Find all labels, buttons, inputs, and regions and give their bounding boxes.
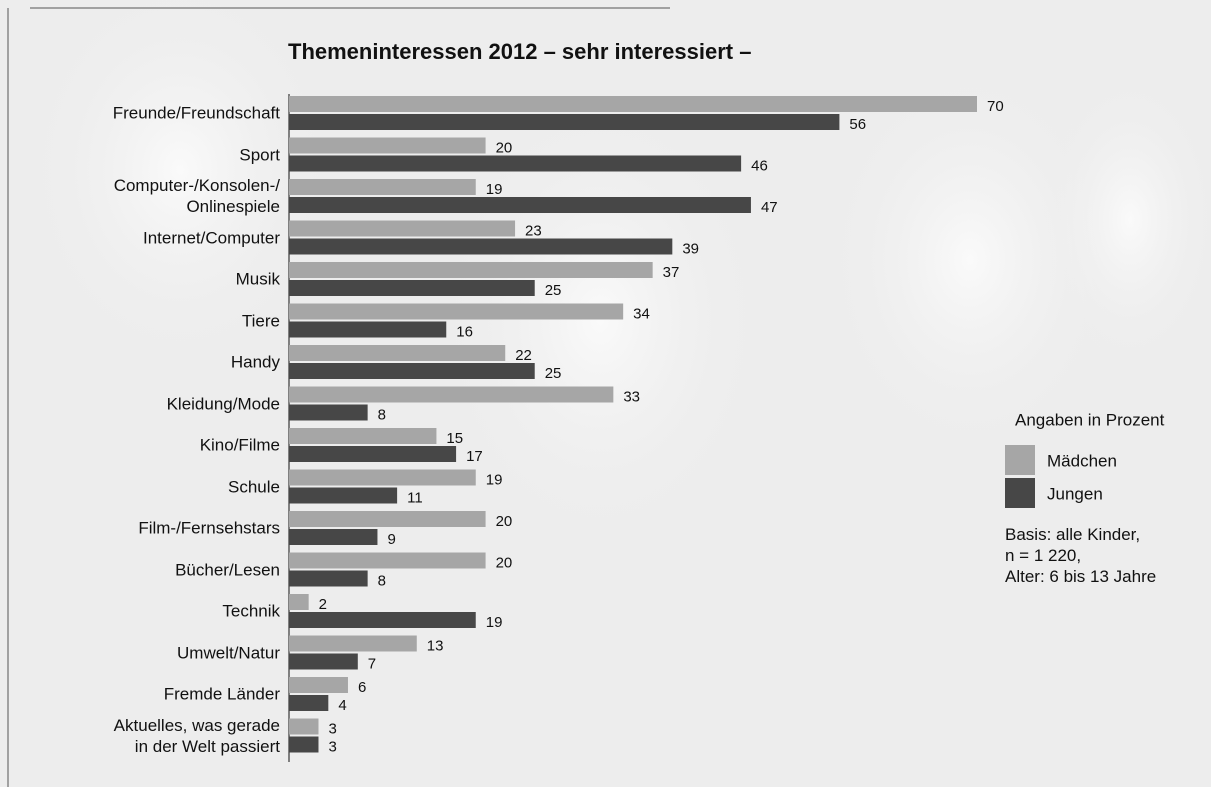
value-label: 70 xyxy=(987,98,1004,115)
value-label: 20 xyxy=(496,513,513,530)
value-label: 17 xyxy=(466,448,483,465)
bar xyxy=(289,718,319,735)
value-label: 2 xyxy=(319,596,327,613)
bar xyxy=(289,363,535,379)
value-label: 8 xyxy=(378,406,386,423)
bar xyxy=(289,736,319,753)
category-label: Computer-/Konsolen-/ Onlinespiele xyxy=(113,176,280,216)
bar xyxy=(289,386,614,403)
bar xyxy=(289,114,840,130)
bar xyxy=(289,321,447,338)
bar xyxy=(289,570,368,587)
bar xyxy=(289,469,476,486)
bar xyxy=(289,635,417,652)
category-label: Fremde Länder xyxy=(163,684,280,704)
value-label: 4 xyxy=(338,697,346,714)
value-label: 23 xyxy=(525,222,542,239)
legend-title: Angaben in Prozent xyxy=(1015,410,1165,429)
bar xyxy=(289,197,751,213)
value-label: 47 xyxy=(761,199,778,216)
chart-title: Themeninteressen 2012 – sehr interessier… xyxy=(288,39,751,64)
value-label: 34 xyxy=(633,305,650,322)
legend-label: Jungen xyxy=(1047,484,1103,503)
photo-shape xyxy=(1040,70,1211,370)
legend-label: Mädchen xyxy=(1047,451,1117,470)
value-label: 11 xyxy=(407,489,423,506)
value-label: 3 xyxy=(328,720,336,737)
value-label: 13 xyxy=(427,637,444,654)
value-label: 9 xyxy=(387,531,395,548)
bar xyxy=(289,220,516,237)
photo-shape xyxy=(20,0,340,370)
category-label: Kleidung/Mode xyxy=(166,394,280,413)
bar xyxy=(289,446,457,462)
bar xyxy=(289,280,535,296)
value-label: 25 xyxy=(545,282,562,299)
bar xyxy=(289,137,486,154)
value-label: 37 xyxy=(663,264,680,281)
bar xyxy=(289,653,358,670)
bar xyxy=(289,262,653,278)
bar xyxy=(289,238,673,255)
bar xyxy=(289,677,348,693)
note: Basis: alle Kinder, n = 1 220, Alter: 6 … xyxy=(1005,525,1157,586)
legend-swatch xyxy=(1005,445,1035,475)
category-label: Umwelt/Natur xyxy=(177,643,280,662)
category-label: Handy xyxy=(230,352,280,372)
value-label: 7 xyxy=(368,655,376,672)
value-label: 39 xyxy=(682,240,699,257)
bar xyxy=(289,155,742,172)
category-label: Aktuelles, was gerade in der Welt passie… xyxy=(113,715,280,756)
category-label: Kino/Filme xyxy=(199,435,280,455)
value-label: 33 xyxy=(623,388,640,405)
bar xyxy=(289,96,977,112)
bar xyxy=(289,612,476,628)
bar xyxy=(289,345,506,361)
category-label: Technik xyxy=(222,601,280,621)
bar xyxy=(289,552,486,569)
value-label: 20 xyxy=(496,139,513,156)
value-label: 25 xyxy=(545,365,562,382)
value-label: 16 xyxy=(456,323,473,340)
category-label: Bücher/Lesen xyxy=(175,560,280,579)
value-label: 6 xyxy=(358,679,366,696)
value-label: 56 xyxy=(849,116,866,133)
bar xyxy=(289,695,329,711)
value-label: 46 xyxy=(751,157,768,174)
bar xyxy=(289,511,486,527)
value-label: 19 xyxy=(486,471,503,488)
value-label: 3 xyxy=(328,738,336,755)
legend-swatch xyxy=(1005,478,1035,508)
bar xyxy=(289,594,309,610)
bar xyxy=(289,529,378,545)
value-label: 20 xyxy=(496,554,513,571)
bar xyxy=(289,404,368,421)
bar xyxy=(289,179,476,195)
value-label: 19 xyxy=(486,614,503,631)
photo-shape xyxy=(820,60,1120,460)
category-label: Film-/Fernsehstars xyxy=(138,518,280,538)
category-label: Schule xyxy=(228,477,280,496)
category-label: Tiere xyxy=(241,311,280,330)
value-label: 8 xyxy=(378,572,386,589)
bar xyxy=(289,303,624,320)
value-label: 19 xyxy=(486,181,503,198)
value-label: 15 xyxy=(446,430,463,447)
bar xyxy=(289,487,398,504)
category-label: Freunde/Freundschaft xyxy=(112,103,280,123)
bar xyxy=(289,428,437,444)
category-label: Sport xyxy=(239,145,280,164)
category-label: Internet/Computer xyxy=(142,228,280,247)
value-label: 22 xyxy=(515,347,532,364)
category-label: Musik xyxy=(235,269,280,289)
